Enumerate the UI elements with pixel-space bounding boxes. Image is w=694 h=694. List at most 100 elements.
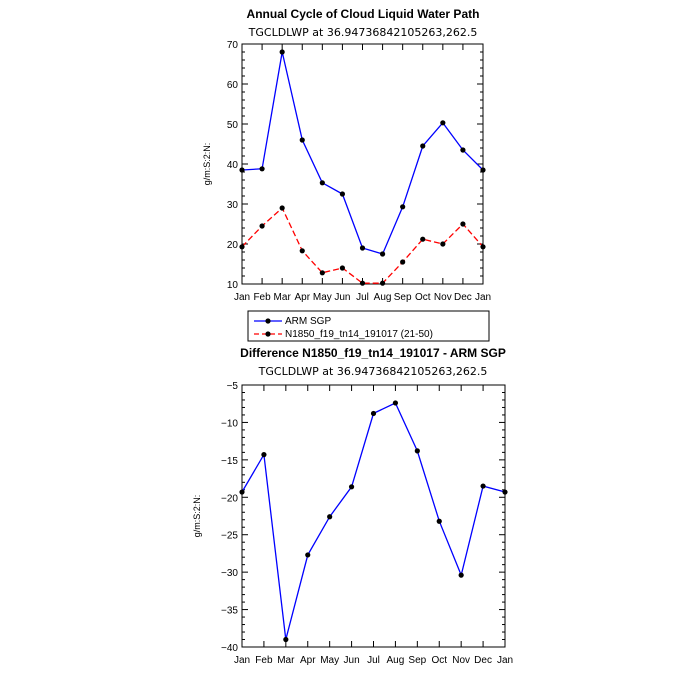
top-chart-ytick-label: 50	[227, 120, 239, 131]
top-chart-series-0-point	[239, 167, 245, 173]
top-chart-subtitle: TGCLDLWP at 36.94736842105263,262.5	[248, 26, 478, 39]
bottom-chart-series-0-point	[392, 400, 399, 406]
bottom-chart-xtick-label: Jan	[234, 655, 250, 666]
bottom-chart-xtick-label: May	[320, 655, 339, 666]
top-chart-ytick-label: 40	[227, 160, 239, 171]
bottom-chart-title: Difference N1850_f19_tn14_191017 - ARM S…	[240, 346, 506, 360]
top-chart: Annual Cycle of Cloud Liquid Water Path …	[202, 7, 491, 342]
top-chart-xtick-label: Sep	[394, 292, 412, 303]
bottom-chart-xtick-label: Mar	[277, 655, 295, 666]
bottom-chart-ytick-label: −20	[221, 493, 238, 504]
top-chart-series-0-point	[339, 191, 346, 197]
top-chart-series-1-point	[480, 244, 486, 250]
top-chart-series-1-point	[420, 236, 426, 242]
top-chart-xtick-label: Jun	[334, 292, 350, 303]
top-chart-ytick-label: 30	[227, 200, 239, 211]
legend-box	[247, 310, 490, 342]
top-chart-series-1-point	[299, 248, 305, 254]
top-chart-series-1-point	[319, 270, 325, 276]
bottom-chart-xtick-label: Feb	[255, 655, 273, 666]
bottom-chart-ytick-label: −15	[221, 456, 238, 467]
top-chart-title: Annual Cycle of Cloud Liquid Water Path	[247, 7, 480, 21]
top-chart-xtick-label: Apr	[294, 292, 310, 303]
top-chart-series-1-point	[460, 221, 466, 227]
bottom-chart-xtick-label: Apr	[300, 655, 316, 666]
top-chart-xtick-label: Jul	[356, 292, 369, 303]
top-chart-ylabel: g/m:S:2:N:	[202, 143, 212, 186]
bottom-chart-series-0-point	[414, 448, 420, 454]
bottom-chart-xtick-label: Nov	[452, 655, 470, 666]
bottom-chart-xtick-label: Sep	[408, 655, 426, 666]
top-chart-series-1-point	[339, 265, 346, 271]
top-chart-xtick-label: Jan	[234, 292, 250, 303]
bottom-chart-xtick-label: Oct	[431, 655, 447, 666]
top-chart-series-1-point	[359, 280, 366, 286]
bottom-chart-ylabel: g/m:S:2:N:	[192, 495, 202, 538]
top-chart-series-1-point	[259, 223, 265, 229]
legend-marker-arm-sgp	[265, 318, 271, 324]
top-chart-series-1-point	[400, 259, 406, 265]
top-chart-series-line-0	[241, 51, 484, 255]
top-chart-series-1-point	[379, 280, 386, 286]
top-chart-xtick-label: Aug	[374, 292, 392, 303]
bottom-chart-series-0-point	[348, 484, 355, 490]
top-chart-series-1-point	[440, 241, 446, 247]
bottom-chart-xtick-label: Jun	[344, 655, 360, 666]
top-chart-ytick-label: 10	[227, 280, 239, 291]
bottom-chart-xtick-label: Aug	[387, 655, 405, 666]
top-chart-series-0-point	[480, 167, 486, 173]
legend-label-model: N1850_f19_tn14_191017 (21-50)	[285, 329, 433, 340]
top-chart-series-0-point	[359, 245, 366, 251]
bottom-chart-ticks: −40 −35 −30 −25 −20 −15 −10 −5 Jan Feb Mar Apr May Ju…	[221, 381, 513, 666]
bottom-chart: Difference N1850_f19_tn14_191017 - ARM S…	[192, 346, 513, 666]
bottom-chart-ytick-label: −10	[221, 418, 238, 429]
top-chart-series-1-point	[239, 244, 245, 250]
bottom-chart-ytick-label: −5	[227, 381, 239, 392]
legend-label-arm-sgp: ARM SGP	[285, 316, 331, 327]
top-chart-series-0-point	[319, 180, 325, 186]
bottom-chart-ytick-label: −40	[221, 643, 238, 654]
bottom-chart-series-0-point	[239, 489, 245, 495]
bottom-chart-subtitle: TGCLDLWP at 36.94736842105263,262.5	[258, 365, 488, 378]
top-chart-series-0-point	[259, 166, 265, 172]
top-chart-xtick-label: Nov	[434, 292, 452, 303]
top-chart-series-0-point	[279, 49, 285, 55]
bottom-chart-series-line-0	[241, 402, 506, 640]
top-chart-series-0-point	[460, 147, 466, 153]
bottom-chart-series-0-point	[480, 483, 486, 489]
top-chart-xtick-label: Oct	[415, 292, 431, 303]
bottom-chart-series-0-point	[458, 572, 464, 578]
bottom-chart-series-0-point	[370, 410, 377, 417]
legend: ARM SGP N1850_f19_tn14_191017 (21-50)	[247, 310, 490, 342]
top-chart-xtick-label: Mar	[274, 292, 292, 303]
top-chart-series-0-point	[400, 204, 406, 210]
bottom-chart-xtick-label: Jul	[367, 655, 380, 666]
bottom-chart-ytick-label: −25	[221, 531, 238, 542]
top-chart-series-0-point	[379, 251, 386, 257]
bottom-chart-series-0-point	[502, 489, 508, 495]
top-chart-series	[239, 49, 486, 286]
top-chart-series-0-point	[440, 120, 446, 126]
top-chart-series-1-point	[279, 205, 285, 211]
bottom-chart-xtick-label: Dec	[474, 655, 492, 666]
top-chart-xtick-label: Feb	[253, 292, 271, 303]
bottom-chart-series	[239, 400, 508, 643]
top-chart-xtick-label: Jan	[475, 292, 491, 303]
top-chart-ytick-label: 20	[227, 240, 239, 251]
top-chart-xtick-label: May	[313, 292, 332, 303]
top-chart-series-0-point	[299, 137, 305, 143]
bottom-chart-series-0-point	[305, 552, 311, 558]
top-chart-series-0-point	[420, 143, 426, 149]
bottom-chart-series-0-point	[261, 452, 267, 458]
bottom-chart-series-0-point	[283, 636, 289, 643]
top-chart-xtick-label: Dec	[454, 292, 472, 303]
top-chart-ytick-label: 70	[227, 40, 239, 51]
bottom-chart-xtick-label: Jan	[497, 655, 513, 666]
bottom-chart-series-0-point	[327, 514, 333, 520]
top-chart-ytick-label: 60	[227, 80, 239, 91]
bottom-chart-ytick-label: −35	[221, 606, 238, 617]
legend-marker-model	[265, 331, 271, 337]
bottom-chart-series-0-point	[436, 518, 442, 524]
